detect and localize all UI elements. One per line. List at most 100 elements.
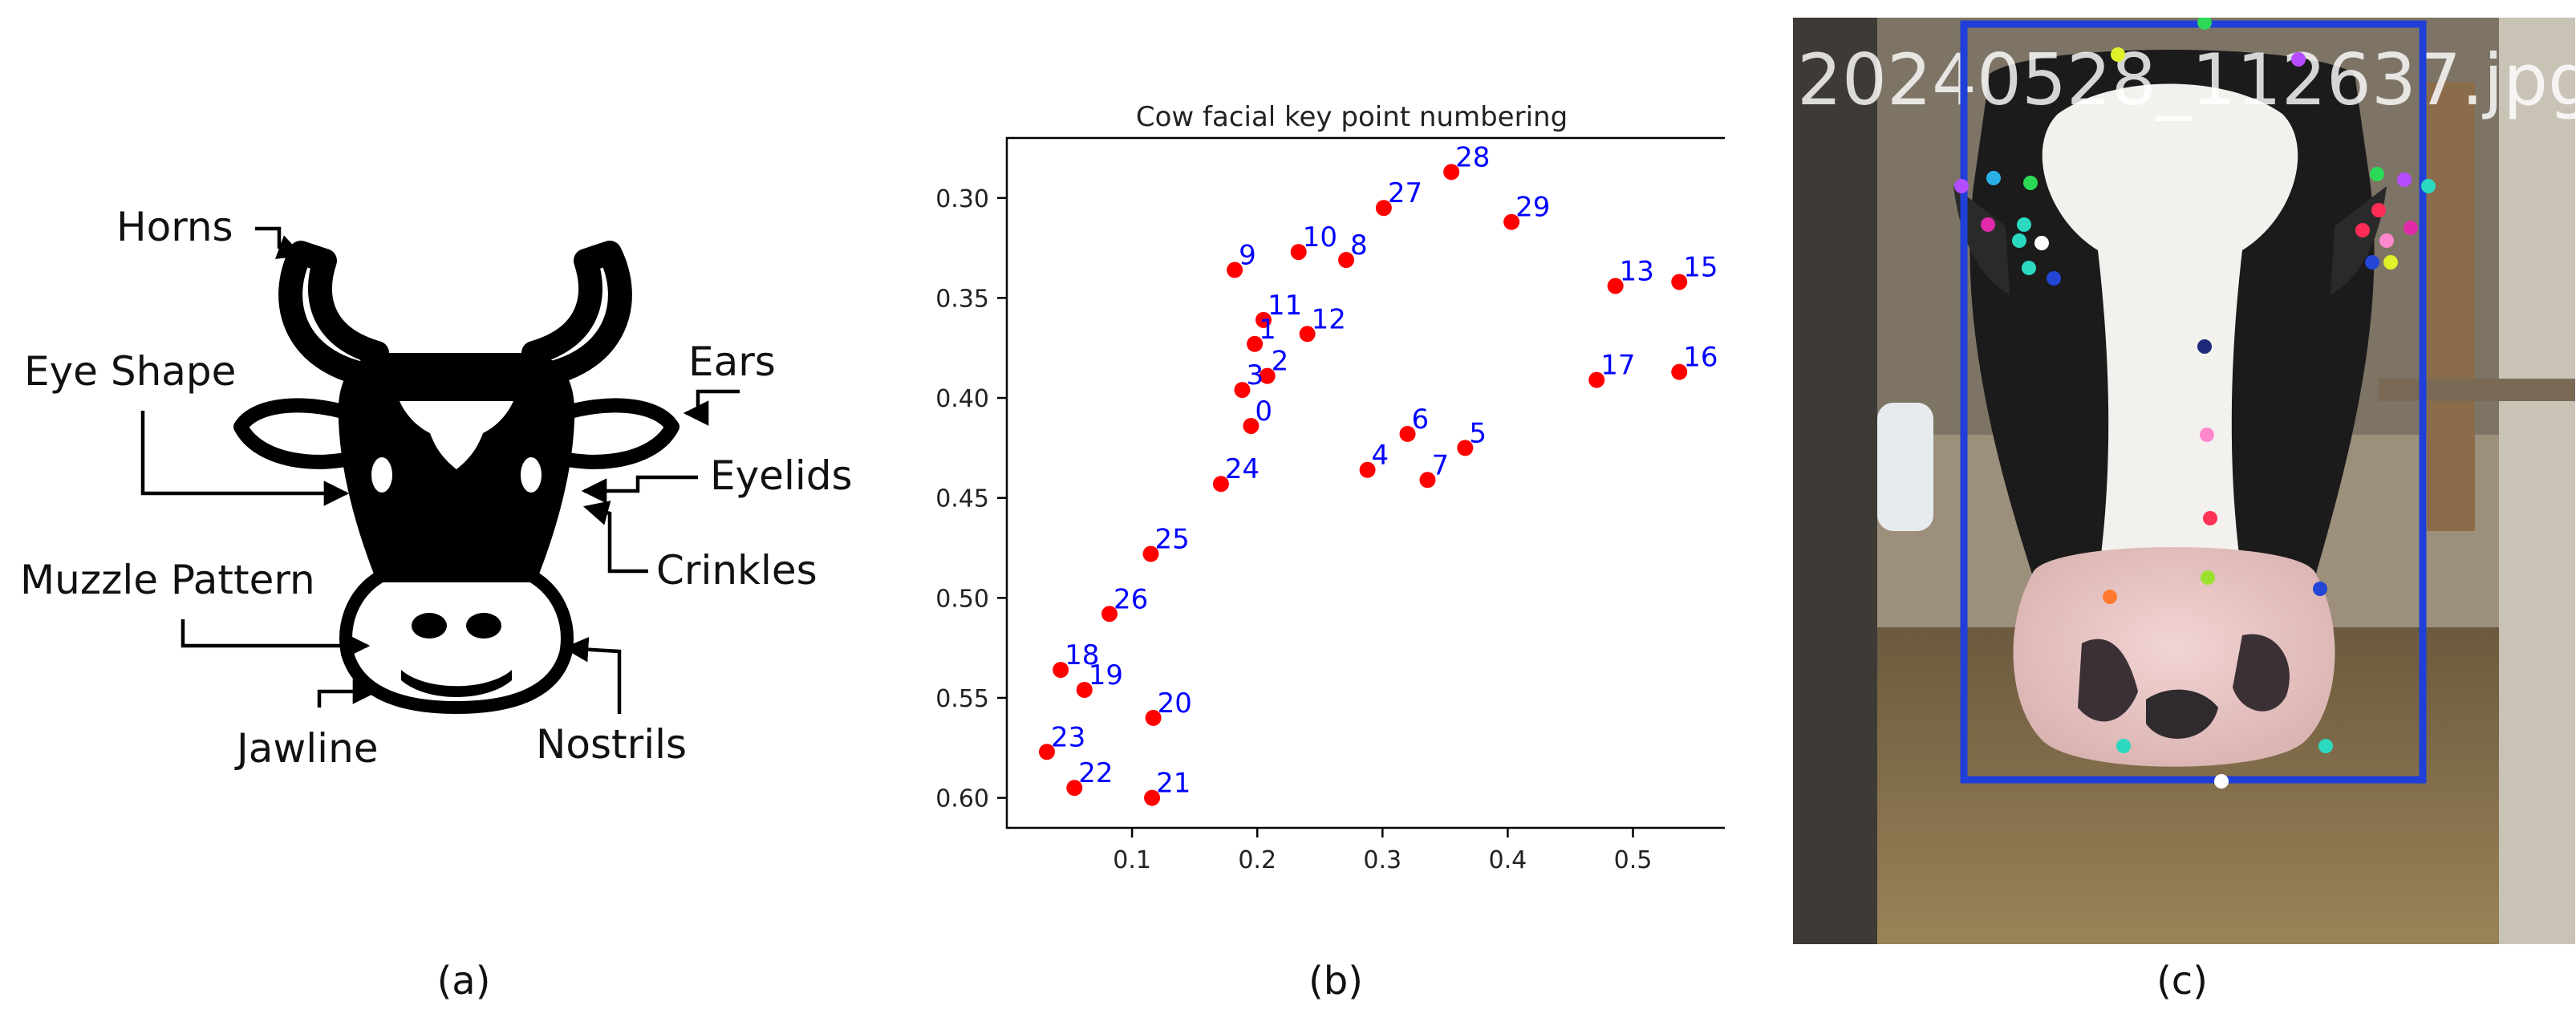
keypoint-marker xyxy=(2355,223,2370,237)
detected-keypoints xyxy=(1954,15,2436,789)
keypoint-marker xyxy=(2197,15,2212,30)
keypoint-21-marker xyxy=(1144,789,1161,806)
keypoint-marker xyxy=(2017,217,2031,232)
keypoint-16-label: 16 xyxy=(1683,342,1718,374)
keypoint-4-marker xyxy=(1359,461,1376,478)
data-labels: 0123456789101112131415161718192021222324… xyxy=(1051,141,1779,800)
keypoint-17-label: 17 xyxy=(1600,350,1635,382)
keypoint-19-label: 19 xyxy=(1089,659,1123,691)
keypoint-marker xyxy=(2111,47,2125,62)
y-tick-label: 0.40 xyxy=(935,385,989,413)
caption-c: (c) xyxy=(2156,959,2208,1004)
keypoint-5-label: 5 xyxy=(1469,417,1487,449)
label-ears: Ears xyxy=(688,339,776,385)
y-tick-label: 0.55 xyxy=(935,685,989,713)
keypoint-1-label: 1 xyxy=(1259,314,1276,346)
keypoint-marker xyxy=(2379,233,2394,248)
keypoint-marker xyxy=(2214,774,2229,789)
keypoint-13-marker xyxy=(1607,278,1624,294)
keypoint-1-marker xyxy=(1247,335,1264,352)
bounding-box xyxy=(1960,20,2427,784)
keypoint-18-label: 18 xyxy=(1065,639,1099,671)
cow-head-icon xyxy=(233,241,679,715)
chart-title: Cow facial key point numbering xyxy=(1136,101,1568,133)
keypoint-0-marker xyxy=(1243,417,1260,434)
x-tick-label: 0.4 xyxy=(1489,846,1527,874)
x-tick-label: 0.2 xyxy=(1238,846,1276,874)
keypoint-12-marker xyxy=(1299,326,1316,343)
photo-filename: 20240528_112637.jpg xyxy=(1797,39,2575,121)
keypoint-27-label: 27 xyxy=(1388,177,1422,209)
caption-b: (b) xyxy=(1308,959,1363,1004)
keypoint-6-label: 6 xyxy=(1412,403,1430,436)
panel-c: 20240528_112637.jpg xyxy=(1793,15,2576,944)
keypoint-20-label: 20 xyxy=(1158,687,1192,720)
keypoint-marker xyxy=(2397,172,2412,187)
y-tick-label: 0.30 xyxy=(935,185,989,213)
keypoint-23-label: 23 xyxy=(1051,721,1085,753)
label-nostrils: Nostrils xyxy=(536,721,687,768)
x-tick-label: 0.5 xyxy=(1614,846,1653,874)
keypoint-20-marker xyxy=(1145,709,1162,726)
y-tick-label: 0.45 xyxy=(935,485,989,513)
keypoint-13-label: 13 xyxy=(1620,255,1654,287)
label-muzzle-pattern: Muzzle Pattern xyxy=(20,557,315,603)
keypoint-8-label: 8 xyxy=(1350,229,1368,262)
keypoint-25-label: 25 xyxy=(1155,523,1190,555)
keypoint-marker xyxy=(2047,271,2061,286)
keypoint-26-marker xyxy=(1101,606,1118,622)
keypoint-11-label: 11 xyxy=(1268,290,1302,322)
keypoint-5-marker xyxy=(1457,440,1474,456)
keypoint-0-label: 0 xyxy=(1255,395,1272,428)
keypoint-21-label: 21 xyxy=(1156,768,1191,800)
fence-rail xyxy=(2379,379,2575,401)
panel-b: Cow facial key point numbering 0.30 0.3 5 0… xyxy=(882,0,1779,1027)
keypoint-17-marker xyxy=(1588,371,1605,388)
keypoint-marker xyxy=(2012,233,2026,248)
keypoint-marker xyxy=(2022,261,2036,275)
keypoint-marker xyxy=(2023,176,2038,190)
keypoint-15-label: 15 xyxy=(1683,251,1718,283)
keypoint-24-label: 24 xyxy=(1225,453,1260,485)
keypoint-11-marker xyxy=(1256,311,1272,328)
cow-face xyxy=(1953,50,2387,767)
x-axis: 0.10.20.30.40.50.6 xyxy=(1113,828,1777,874)
keypoint-8-marker xyxy=(1338,252,1355,269)
keypoint-27-marker xyxy=(1375,200,1392,217)
keypoint-marker xyxy=(2103,590,2117,604)
keypoint-marker xyxy=(1986,171,2001,185)
keypoint-3-label: 3 xyxy=(1246,359,1264,391)
keypoint-scatter-chart: Cow facial key point numbering 0.30 0.3 5 0… xyxy=(935,101,1779,874)
keypoint-22-marker xyxy=(1066,780,1083,797)
y-tick-label: 0.60 xyxy=(935,785,989,813)
keypoint-marker xyxy=(2201,570,2215,585)
x-tick-label: 0.1 xyxy=(1113,846,1151,874)
caption-a: (a) xyxy=(436,959,491,1004)
keypoint-16-marker xyxy=(1671,363,1688,380)
keypoint-marker xyxy=(2370,167,2384,181)
left-cow-silhouette xyxy=(1793,18,1877,944)
y-axis: 0.30 0.35 0.40 0.45 0.50 0.55 0.60 xyxy=(935,185,1007,813)
bucket xyxy=(1877,403,1933,531)
cow-photo: 20240528_112637.jpg xyxy=(1793,15,2576,944)
keypoint-marker xyxy=(2371,203,2386,217)
keypoint-28-label: 28 xyxy=(1455,141,1490,173)
keypoint-25-marker xyxy=(1142,545,1159,562)
keypoint-marker xyxy=(2383,255,2398,270)
x-tick-label: 0.3 xyxy=(1363,846,1402,874)
keypoint-19-marker xyxy=(1076,682,1093,698)
keypoint-7-label: 7 xyxy=(1431,449,1449,481)
keypoint-9-label: 9 xyxy=(1239,240,1256,272)
keypoint-marker xyxy=(2116,739,2131,753)
keypoint-marker xyxy=(1954,179,1969,193)
keypoint-18-marker xyxy=(1053,662,1069,679)
keypoint-28-marker xyxy=(1443,164,1460,180)
keypoint-9-marker xyxy=(1227,262,1243,278)
keypoint-marker xyxy=(2404,221,2418,235)
keypoint-marker xyxy=(2421,179,2436,193)
keypoint-marker xyxy=(2365,255,2379,270)
keypoint-2-marker xyxy=(1259,367,1276,384)
keypoint-marker xyxy=(2200,428,2214,442)
annotation-arrows xyxy=(140,226,740,714)
keypoint-7-marker xyxy=(1419,472,1436,489)
